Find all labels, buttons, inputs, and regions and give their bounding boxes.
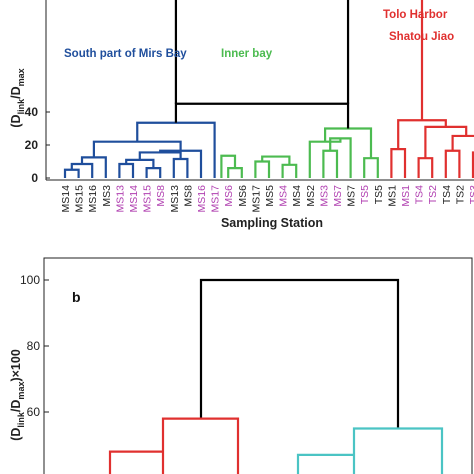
leaf-label: MS14 — [128, 185, 140, 213]
y-tick-label-a: 20 — [25, 138, 39, 152]
x-axis-title: Sampling Station — [221, 216, 323, 230]
dendrogram-link — [161, 417, 240, 474]
leaf-label: MS1 — [386, 185, 398, 207]
leaf-label: TS2 — [427, 185, 439, 204]
leaf-label: MS4 — [291, 185, 303, 207]
leaf-label: MS1 — [400, 185, 412, 207]
dendrogram-link — [296, 453, 354, 474]
dendrogram-link — [227, 167, 243, 178]
leaf-label: MS15 — [142, 185, 154, 213]
dendrogram-link — [444, 149, 461, 178]
dendrogram-link — [363, 157, 379, 178]
dendrogram-link — [471, 151, 474, 178]
leaf-label: MS3 — [101, 185, 113, 207]
dendrogram-link — [92, 140, 182, 158]
panel-b-y-axis: 60 80 100 — [20, 273, 49, 419]
leaf-label: MS6 — [223, 185, 235, 207]
leaf-label: MS3 — [318, 185, 330, 207]
dendrogram-root-link — [174, 102, 350, 129]
leaf-label: TS3 — [468, 185, 474, 204]
panel-a-links — [63, 0, 474, 178]
dendrogram-link — [70, 162, 94, 178]
y-tick-label-b: 60 — [27, 405, 41, 419]
y-tick-label-a: 40 — [25, 105, 39, 119]
dendrogram-link — [145, 167, 162, 178]
leaf-label: MS7 — [332, 185, 344, 207]
y-axis-title-a: (Dlink/Dmax — [9, 68, 26, 127]
dendrogram-link — [63, 168, 80, 178]
leaf-label: MS6 — [237, 185, 249, 207]
leaf-label: MS13 — [169, 185, 181, 213]
dendrogram-link — [118, 162, 135, 178]
leaf-label: TS5 — [373, 185, 385, 204]
panel-b-dendrogram: 60 80 100 b (Dlink/Dmax)×100 — [9, 257, 473, 474]
panel-a-y-axis: 0 20 40 — [25, 0, 474, 185]
leaf-label: MS2 — [305, 185, 317, 207]
dendrogram-link — [324, 127, 373, 159]
leaf-label: MS16 — [87, 185, 99, 213]
leaf-label: MS8 — [182, 185, 194, 207]
panel-b-frame — [43, 257, 473, 474]
leaf-label: MS17 — [210, 185, 222, 213]
dendrogram-link — [108, 450, 163, 474]
y-tick-label-b: 80 — [27, 339, 41, 353]
annotation-shatou-jiao: Shatou Jiao — [389, 31, 454, 43]
annotation-south-mirs-bay: South part of Mirs Bay — [64, 48, 187, 60]
leaf-label: MS13 — [114, 185, 126, 213]
panel-b-label: b — [72, 289, 81, 305]
dendrogram-link — [308, 138, 342, 178]
leaf-label: MS17 — [250, 185, 262, 213]
dendrogram-root-link — [199, 278, 400, 429]
dendrogram-link — [261, 155, 291, 165]
dendrogram-link — [220, 154, 237, 178]
dendrogram-link — [417, 157, 434, 178]
leaf-label: MS8 — [155, 185, 167, 207]
leaf-label: TS4 — [414, 185, 426, 204]
annotation-tolo-harbor: Tolo Harbor — [383, 9, 448, 21]
leaf-label: MS15 — [74, 185, 86, 213]
leaf-label: TS2 — [454, 185, 466, 204]
dendrogram-link — [397, 119, 447, 150]
y-tick-label-a: 0 — [31, 171, 38, 185]
leaf-label: MS14 — [60, 185, 72, 213]
dendrogram-link — [254, 160, 271, 178]
dendrogram-link — [352, 427, 444, 474]
leaf-label: TS5 — [359, 185, 371, 204]
leaf-label: MS4 — [278, 185, 290, 207]
dendrogram-link — [80, 156, 107, 178]
panel-a-leaf-labels: MS14 MS15 MS16 MS3 MS13 MS14 MS15 MS8 MS13 MS8 MS1… — [60, 185, 474, 213]
panel-b-links — [108, 278, 444, 474]
leaf-label: TS4 — [441, 185, 453, 204]
y-tick-label-b: 100 — [20, 273, 40, 287]
leaf-label: MS16 — [196, 185, 208, 213]
dendrogram-link — [281, 163, 298, 178]
leaf-label: MS5 — [264, 185, 276, 207]
dendrogram-link — [322, 149, 339, 178]
dendrogram-link — [329, 137, 352, 178]
leaf-label: MS7 — [346, 185, 358, 207]
dendrogram-link — [390, 148, 407, 178]
dendrogram-link — [172, 157, 189, 178]
annotation-inner-bay: Inner bay — [221, 48, 273, 60]
y-axis-title-b: (Dlink/Dmax)×100 — [9, 349, 26, 441]
